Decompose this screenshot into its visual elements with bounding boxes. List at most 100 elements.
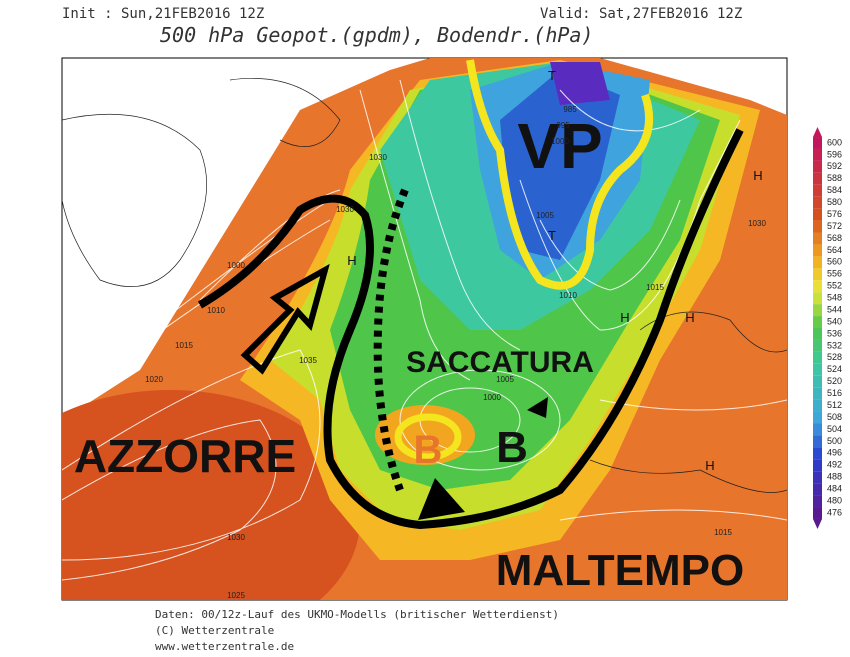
colorbar-swatch bbox=[813, 280, 822, 293]
colorbar-swatch bbox=[813, 304, 822, 317]
isobar-label: 1015 bbox=[646, 283, 664, 292]
colorbar-swatch bbox=[813, 172, 822, 185]
colorbar-swatch bbox=[813, 363, 822, 376]
colorbar-label: 596 bbox=[827, 149, 842, 159]
footer-url: www.wetterzentrale.de bbox=[155, 640, 294, 653]
colorbar-label: 544 bbox=[827, 304, 842, 314]
annotation-maltempo: MALTEMPO bbox=[496, 546, 745, 595]
isobar-label: 1010 bbox=[559, 291, 577, 300]
colorbar-label: 568 bbox=[827, 233, 842, 243]
map: VP SACCATURA AZZORRE B B MALTEMPO H H H … bbox=[61, 57, 788, 601]
colorbar-swatch bbox=[813, 208, 822, 221]
colorbar-swatch bbox=[813, 495, 822, 508]
colorbar: 600 596 592 588 584 580 576 572 568 564 560 556 552 5… bbox=[813, 127, 842, 529]
isobar-label: 995 bbox=[556, 121, 570, 130]
colorbar-label: 500 bbox=[827, 436, 842, 446]
colorbar-swatch bbox=[813, 220, 822, 233]
colorbar-swatch bbox=[813, 244, 822, 257]
colorbar-swatch bbox=[813, 339, 822, 352]
colorbar-cap bbox=[813, 518, 822, 529]
colorbar-swatch bbox=[813, 328, 822, 340]
init-date: Init : Sun,21FEB2016 12Z bbox=[62, 6, 264, 22]
pressure-center: H bbox=[620, 310, 629, 325]
colorbar-swatch bbox=[813, 184, 822, 197]
colorbar-label: 488 bbox=[827, 472, 842, 482]
colorbar-label: 592 bbox=[827, 161, 842, 171]
isobar-label: 1000 bbox=[483, 393, 501, 402]
pressure-center: H bbox=[347, 253, 356, 268]
map-title: 500 hPa Geopot.(gpdm), Bodendr.(hPa) bbox=[160, 23, 593, 47]
colorbar-swatch bbox=[813, 148, 822, 161]
colorbar-label: 520 bbox=[827, 376, 842, 386]
colorbar-swatch bbox=[813, 375, 822, 388]
colorbar-swatch bbox=[813, 256, 822, 269]
colorbar-swatch bbox=[813, 316, 822, 328]
colorbar-swatch bbox=[813, 232, 822, 245]
annotation-low: B bbox=[414, 428, 443, 472]
colorbar-label: 508 bbox=[827, 412, 842, 422]
isobar-label: 1015 bbox=[714, 528, 732, 537]
colorbar-swatch bbox=[813, 411, 822, 424]
colorbar-cap bbox=[813, 127, 822, 138]
pressure-center: H bbox=[685, 310, 694, 325]
isobar-label: 1005 bbox=[496, 375, 514, 384]
colorbar-swatch bbox=[813, 423, 822, 436]
colorbar-label: 600 bbox=[827, 137, 842, 147]
pressure-center: T bbox=[548, 228, 556, 243]
isobar-label: 1005 bbox=[536, 211, 554, 220]
colorbar-label: 564 bbox=[827, 245, 842, 255]
pressure-center: T bbox=[548, 68, 556, 83]
colorbar-label: 484 bbox=[827, 484, 842, 494]
colorbar-swatch bbox=[813, 459, 822, 472]
colorbar-label: 496 bbox=[827, 448, 842, 458]
valid-date: Valid: Sat,27FEB2016 12Z bbox=[540, 6, 742, 22]
colorbar-label: 552 bbox=[827, 281, 842, 291]
annotation-low: B bbox=[496, 423, 528, 472]
colorbar-swatch bbox=[813, 268, 822, 281]
colorbar-label: 588 bbox=[827, 173, 842, 183]
isobar-label: 1015 bbox=[175, 341, 193, 350]
colorbar-swatch bbox=[813, 507, 822, 519]
colorbar-label: 572 bbox=[827, 221, 842, 231]
annotation-azzorre: AZZORRE bbox=[74, 430, 296, 482]
colorbar-label: 536 bbox=[827, 328, 842, 338]
colorbar-label: 504 bbox=[827, 424, 842, 434]
colorbar-swatch bbox=[813, 483, 822, 496]
pressure-center: H bbox=[753, 168, 762, 183]
footer-copyright: (C) Wetterzentrale bbox=[155, 624, 274, 637]
isobar-label: 1030 bbox=[369, 153, 387, 162]
isobar-label: 1030 bbox=[336, 205, 354, 214]
colorbar-label: 576 bbox=[827, 209, 842, 219]
colorbar-label: 556 bbox=[827, 269, 842, 279]
colorbar-swatch bbox=[813, 292, 822, 305]
isobar-label: 1035 bbox=[299, 356, 317, 365]
colorbar-label: 584 bbox=[827, 185, 842, 195]
colorbar-label: 476 bbox=[827, 507, 842, 517]
colorbar-swatch bbox=[813, 196, 822, 209]
colorbar-swatch bbox=[813, 435, 822, 448]
colorbar-label: 580 bbox=[827, 197, 842, 207]
pressure-center: H bbox=[705, 458, 714, 473]
colorbar-label: 548 bbox=[827, 293, 842, 303]
colorbar-swatch bbox=[813, 387, 822, 400]
colorbar-label: 560 bbox=[827, 257, 842, 267]
colorbar-label: 512 bbox=[827, 400, 842, 410]
colorbar-swatch bbox=[813, 399, 822, 412]
colorbar-label: 532 bbox=[827, 340, 842, 350]
isobar-label: 1010 bbox=[207, 306, 225, 315]
annotation-vp: VP bbox=[517, 110, 602, 182]
colorbar-swatch bbox=[813, 160, 822, 173]
isobar-label: 1000 bbox=[551, 137, 569, 146]
isobar-label: 1030 bbox=[748, 219, 766, 228]
colorbar-label: 524 bbox=[827, 364, 842, 374]
colorbar-swatch bbox=[813, 137, 822, 149]
colorbar-swatch bbox=[813, 447, 822, 460]
colorbar-label: 480 bbox=[827, 495, 842, 505]
footer-source: Daten: 00/12z-Lauf des UKMO-Modells (bri… bbox=[155, 608, 559, 621]
colorbar-label: 492 bbox=[827, 460, 842, 470]
colorbar-label: 528 bbox=[827, 352, 842, 362]
colorbar-swatch bbox=[813, 471, 822, 484]
isobar-label: 1025 bbox=[227, 591, 245, 600]
isobar-label: 1030 bbox=[227, 533, 245, 542]
